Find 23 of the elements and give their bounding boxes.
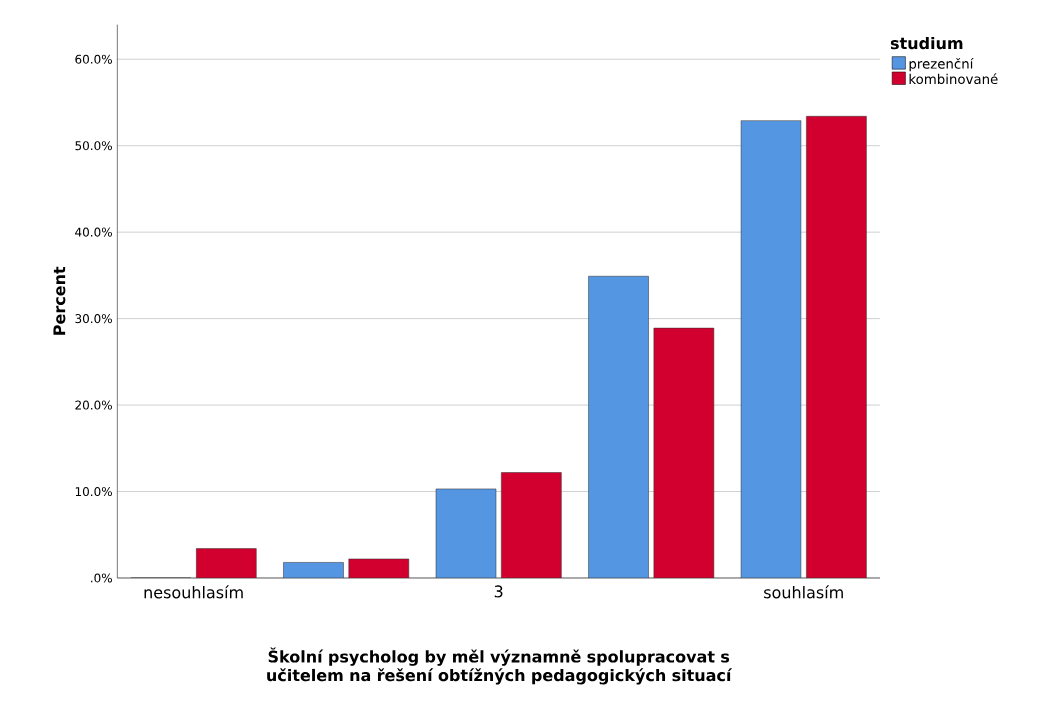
- legend-label: prezenční: [909, 57, 974, 72]
- y-tick-label: .0%: [91, 573, 112, 583]
- y-tick-label: 60.0%: [75, 54, 112, 64]
- y-tick-label: 20.0%: [75, 400, 112, 410]
- y-tick-label: 10.0%: [75, 486, 112, 497]
- x-tick-label: 3: [494, 585, 503, 598]
- y-tick-label: 50.0%: [75, 141, 112, 151]
- bar: [501, 472, 562, 578]
- bar: [588, 275, 649, 578]
- legend-label: kombinované: [909, 73, 998, 85]
- x-tick-label: nesouhlasím: [144, 585, 243, 599]
- x-axis-title: Školní psycholog by měl významně spolupracovat s učitelem na řešení obtížných pedagogických situací: [267, 647, 733, 685]
- bar: [806, 116, 867, 578]
- y-tick-label: 30.0%: [75, 314, 112, 324]
- legend-title: studium: [890, 36, 963, 50]
- y-axis-title: Percent: [53, 266, 66, 335]
- y-tick-label: 40.0%: [75, 227, 112, 237]
- bar: [435, 488, 497, 578]
- bar: [740, 120, 802, 578]
- x-tick-label: souhlasím: [764, 585, 843, 599]
- bar: [348, 558, 410, 578]
- bar: [196, 548, 257, 578]
- bar: [653, 327, 715, 578]
